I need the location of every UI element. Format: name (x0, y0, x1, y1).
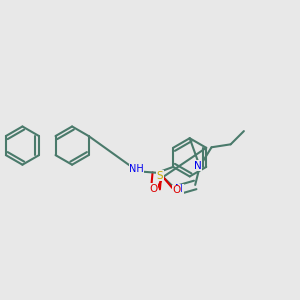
Text: N: N (194, 160, 201, 170)
Text: N: N (175, 184, 183, 194)
Text: O: O (149, 184, 157, 194)
Text: NH: NH (129, 164, 144, 174)
Text: O: O (172, 185, 181, 195)
Text: O: O (149, 186, 158, 196)
Text: S: S (157, 170, 164, 181)
